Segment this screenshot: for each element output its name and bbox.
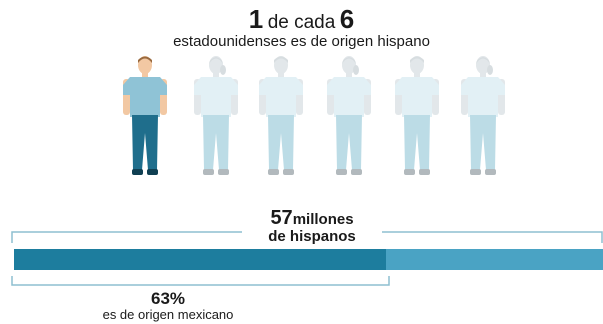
share-bar [14, 249, 603, 270]
total-line2: de hispanos [268, 228, 356, 245]
share-percent: 63% [150, 289, 186, 308]
subhead: estadounidenses es de origen hispano [173, 33, 430, 50]
person-female-icon [461, 56, 505, 175]
share-bar-fill [14, 249, 386, 270]
headline-connector: de cada [267, 12, 336, 33]
total-unit: millones [292, 211, 354, 228]
headline: 1 de cada 6 [0, 4, 603, 35]
total-number: 57 [270, 207, 293, 229]
total-label: 57millones de hispanos [247, 208, 377, 245]
share-label: 63% es de origen mexicano [70, 290, 266, 321]
person-female-icon [327, 56, 371, 175]
share-text: es de origen mexicano [102, 306, 234, 322]
share-bracket [11, 276, 390, 286]
headline-denominator: 6 [339, 4, 355, 34]
total-bracket [11, 231, 603, 243]
person-male-icon [259, 56, 303, 175]
person-male-icon [395, 56, 439, 175]
person-female-icon [194, 56, 238, 175]
highlighted-person-male-icon [123, 56, 167, 175]
headline-numerator: 1 [248, 4, 264, 34]
